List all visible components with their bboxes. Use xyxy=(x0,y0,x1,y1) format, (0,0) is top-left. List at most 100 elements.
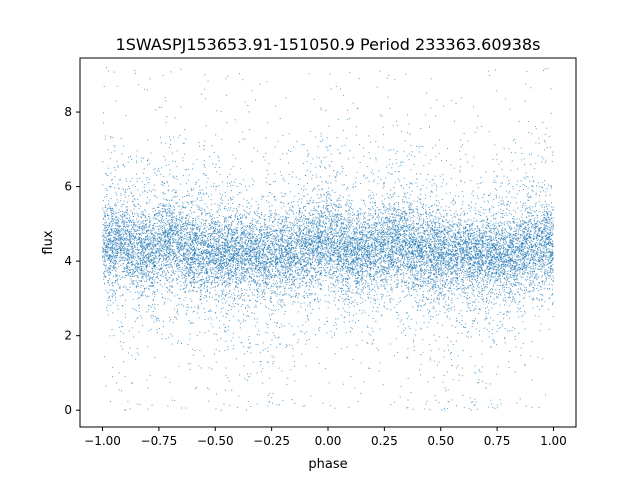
data-point xyxy=(238,249,240,251)
data-point xyxy=(164,235,166,237)
data-point xyxy=(432,261,434,263)
data-point xyxy=(472,266,474,268)
data-point xyxy=(122,232,124,234)
data-point xyxy=(115,299,117,301)
data-point xyxy=(126,266,128,268)
data-point xyxy=(334,224,336,226)
data-point xyxy=(295,232,297,234)
data-point xyxy=(447,247,449,249)
data-point xyxy=(300,212,302,214)
data-point xyxy=(192,239,194,241)
data-point xyxy=(258,262,260,264)
data-point xyxy=(338,252,340,254)
data-point xyxy=(352,229,354,231)
data-point xyxy=(270,247,272,249)
data-point xyxy=(416,265,418,267)
data-point xyxy=(406,284,408,286)
data-point xyxy=(199,238,201,240)
data-point xyxy=(350,242,352,244)
data-point xyxy=(345,250,347,252)
data-point xyxy=(543,209,545,211)
data-point xyxy=(299,208,301,210)
data-point xyxy=(550,241,552,243)
data-point xyxy=(439,244,441,246)
data-point xyxy=(227,220,229,222)
data-point xyxy=(384,286,386,288)
data-point xyxy=(356,290,358,292)
data-point xyxy=(482,223,484,225)
data-point xyxy=(219,259,221,261)
data-point xyxy=(228,380,230,382)
data-point xyxy=(136,150,138,152)
data-point xyxy=(421,248,423,250)
data-point xyxy=(519,261,521,263)
data-point xyxy=(211,368,213,370)
data-point xyxy=(279,253,281,255)
data-point xyxy=(466,257,468,259)
data-point xyxy=(417,231,419,233)
data-point xyxy=(329,198,331,200)
data-point xyxy=(257,213,259,215)
data-point xyxy=(492,268,494,270)
data-point xyxy=(176,259,178,261)
data-point xyxy=(398,248,400,250)
data-point xyxy=(295,239,297,241)
data-point xyxy=(164,243,166,245)
data-point xyxy=(510,227,512,229)
data-point xyxy=(457,257,459,259)
data-point xyxy=(395,240,397,242)
data-point xyxy=(333,254,335,256)
data-point xyxy=(350,274,352,276)
data-point xyxy=(335,229,337,231)
data-point xyxy=(316,217,318,219)
data-point xyxy=(470,409,472,411)
data-point xyxy=(173,229,175,231)
data-point xyxy=(399,254,401,256)
data-point xyxy=(165,265,167,267)
data-point xyxy=(495,259,497,261)
data-point xyxy=(422,277,424,279)
data-point xyxy=(431,221,433,223)
data-point xyxy=(227,262,229,264)
data-point xyxy=(340,173,342,175)
data-point xyxy=(205,272,207,274)
data-point xyxy=(528,254,530,256)
data-point xyxy=(447,232,449,234)
data-point xyxy=(186,220,188,222)
data-point xyxy=(340,260,342,262)
data-point xyxy=(260,283,262,285)
data-point xyxy=(471,241,473,243)
data-point xyxy=(213,268,215,270)
data-point xyxy=(361,276,363,278)
data-point xyxy=(384,224,386,226)
data-point xyxy=(412,209,414,211)
data-point xyxy=(384,255,386,257)
data-point xyxy=(375,261,377,263)
data-point xyxy=(242,231,244,233)
data-point xyxy=(175,217,177,219)
data-point xyxy=(535,162,537,164)
data-point xyxy=(157,304,159,306)
data-point xyxy=(184,274,186,276)
data-point xyxy=(459,171,461,173)
data-point xyxy=(450,230,452,232)
data-point xyxy=(205,291,207,293)
data-point xyxy=(163,224,165,226)
data-point xyxy=(237,224,239,226)
data-point xyxy=(292,246,294,248)
data-point xyxy=(383,228,385,230)
data-point xyxy=(282,241,284,243)
data-point xyxy=(382,268,384,270)
data-point xyxy=(111,223,113,225)
data-point xyxy=(212,255,214,257)
data-point xyxy=(245,216,247,218)
data-point xyxy=(205,192,207,194)
data-point xyxy=(358,220,360,222)
data-point xyxy=(444,294,446,296)
data-point xyxy=(425,254,427,256)
data-point xyxy=(420,255,422,257)
data-point xyxy=(174,256,176,258)
data-point xyxy=(519,300,521,302)
data-point xyxy=(394,233,396,235)
data-point xyxy=(112,285,114,287)
